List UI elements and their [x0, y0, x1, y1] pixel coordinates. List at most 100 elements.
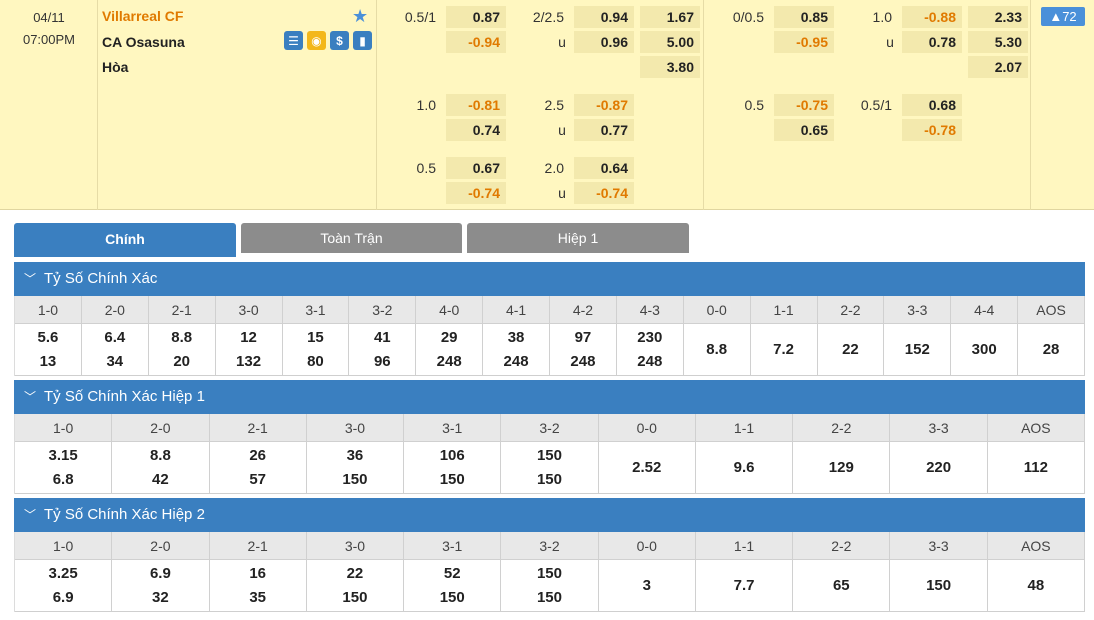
score-odd[interactable]: 65: [832, 576, 850, 594]
score-odds-cell[interactable]: 6.4 34: [81, 324, 149, 376]
score-odd-bottom[interactable]: 150: [342, 470, 368, 488]
section-header[interactable]: ﹀ Tỷ Số Chính Xác Hiệp 2: [14, 498, 1085, 532]
score-odds-cell[interactable]: 28: [1018, 324, 1085, 376]
score-odd-top[interactable]: 16: [249, 564, 267, 582]
home-team[interactable]: Villarreal CF: [102, 8, 184, 24]
score-odd[interactable]: 112: [1023, 458, 1048, 476]
score-odds-cell[interactable]: 97 248: [550, 324, 617, 376]
score-odd[interactable]: 300: [971, 340, 997, 358]
score-odd-top[interactable]: 97: [574, 328, 592, 346]
ou-under-odd[interactable]: 0.77: [574, 119, 634, 141]
section-header[interactable]: ﹀ Tỷ Số Chính Xác: [14, 262, 1085, 296]
score-odd-top[interactable]: 41: [373, 328, 391, 346]
score-odd-top[interactable]: 52: [443, 564, 461, 582]
score-odds-cell[interactable]: 2.52: [598, 442, 696, 494]
score-odd-bottom[interactable]: 248: [436, 352, 462, 370]
score-odd[interactable]: 3: [642, 576, 651, 594]
score-odd-top[interactable]: 15: [307, 328, 324, 346]
score-odd-top[interactable]: 8.8: [171, 328, 193, 346]
score-odd-bottom[interactable]: 150: [536, 588, 562, 606]
ah-away-odd[interactable]: -0.74: [446, 182, 506, 204]
favorite-star-icon[interactable]: ★: [352, 6, 369, 26]
score-odd-top[interactable]: 3.15: [48, 446, 78, 464]
analysis-icon[interactable]: ◉: [307, 31, 326, 50]
ou-over-odd[interactable]: -0.88: [902, 6, 962, 28]
score-odds-cell[interactable]: 48: [987, 560, 1085, 612]
score-odd[interactable]: 7.7: [733, 576, 755, 594]
score-odds-cell[interactable]: 15 80: [282, 324, 350, 376]
ou-over-odd[interactable]: 0.64: [574, 157, 634, 179]
score-odd-top[interactable]: 38: [507, 328, 525, 346]
score-odds-cell[interactable]: 12 132: [215, 324, 283, 376]
ou-under-odd[interactable]: -0.74: [574, 182, 634, 204]
score-odd-bottom[interactable]: 57: [249, 470, 267, 488]
score-odds-cell[interactable]: 152: [884, 324, 952, 376]
score-odd[interactable]: 129: [828, 458, 854, 476]
score-odd-top[interactable]: 8.8: [149, 446, 171, 464]
score-odd-top[interactable]: 26: [249, 446, 267, 464]
score-odds-cell[interactable]: 3.25 6.9: [15, 560, 113, 612]
score-odd-bottom[interactable]: 32: [152, 588, 169, 606]
score-odd-top[interactable]: 150: [536, 446, 562, 464]
ou-over-odd[interactable]: -0.87: [574, 94, 634, 116]
odds-icon[interactable]: $: [330, 31, 349, 50]
score-odd[interactable]: 150: [926, 576, 952, 594]
score-odds-cell[interactable]: 129: [793, 442, 891, 494]
score-odd-bottom[interactable]: 248: [503, 352, 529, 370]
score-odds-cell[interactable]: 300: [951, 324, 1019, 376]
stats-chart-icon[interactable]: ▮: [353, 31, 372, 50]
ah-home-odd[interactable]: -0.81: [446, 94, 506, 116]
score-odd-top[interactable]: 150: [536, 564, 562, 582]
1x2-away-odd[interactable]: 5.00: [640, 31, 700, 53]
ah-home-odd[interactable]: 0.87: [446, 6, 506, 28]
score-odd-bottom[interactable]: 132: [236, 352, 262, 370]
score-odd-bottom[interactable]: 6.8: [52, 470, 74, 488]
score-odds-cell[interactable]: 29 248: [416, 324, 484, 376]
ou-over-odd[interactable]: 0.68: [902, 94, 962, 116]
score-odds-cell[interactable]: 230 248: [616, 324, 684, 376]
score-odds-cell[interactable]: 106 150: [404, 442, 502, 494]
score-odd-bottom[interactable]: 96: [373, 352, 391, 370]
score-odds-cell[interactable]: 36 150: [306, 442, 405, 494]
score-odd-top[interactable]: 29: [440, 328, 458, 346]
score-odd-bottom[interactable]: 80: [307, 352, 324, 370]
score-odds-cell[interactable]: 3: [598, 560, 696, 612]
score-odd-bottom[interactable]: 6.9: [52, 588, 74, 606]
ah-away-odd[interactable]: 0.65: [774, 119, 834, 141]
score-odd-top[interactable]: 6.4: [104, 328, 126, 346]
score-odd[interactable]: 220: [926, 458, 952, 476]
score-odd-top[interactable]: 5.6: [37, 328, 59, 346]
score-odds-cell[interactable]: 8.8 42: [112, 442, 210, 494]
score-odd-top[interactable]: 12: [240, 328, 257, 346]
1x2-home-odd[interactable]: 2.33: [968, 6, 1028, 28]
tab-full-match[interactable]: Toàn Trận: [241, 223, 462, 253]
section-header[interactable]: ﹀ Tỷ Số Chính Xác Hiệp 1: [14, 380, 1085, 414]
more-markets-badge[interactable]: ▲72: [1041, 7, 1085, 26]
score-odd-bottom[interactable]: 20: [173, 352, 191, 370]
score-odd-bottom[interactable]: 150: [439, 588, 465, 606]
score-odds-cell[interactable]: 22: [817, 324, 885, 376]
score-odd[interactable]: 7.2: [773, 340, 794, 358]
ah-home-odd[interactable]: -0.75: [774, 94, 834, 116]
ah-away-odd[interactable]: -0.94: [446, 31, 506, 53]
ah-home-odd[interactable]: 0.67: [446, 157, 506, 179]
score-odd-top[interactable]: 3.25: [48, 564, 78, 582]
ou-under-odd[interactable]: 0.96: [574, 31, 634, 53]
score-odds-cell[interactable]: 8.8: [683, 324, 751, 376]
ou-under-odd[interactable]: 0.78: [902, 31, 962, 53]
1x2-away-odd[interactable]: 5.30: [968, 31, 1028, 53]
score-odds-cell[interactable]: 52 150: [404, 560, 502, 612]
ah-away-odd[interactable]: 0.74: [446, 119, 506, 141]
score-odd-top[interactable]: 230: [637, 328, 663, 346]
score-odd[interactable]: 22: [842, 340, 859, 358]
score-odds-cell[interactable]: 8.8 20: [148, 324, 216, 376]
1x2-draw-odd[interactable]: 2.07: [968, 56, 1028, 78]
score-odds-cell[interactable]: 220: [890, 442, 988, 494]
lineup-icon[interactable]: ☰: [284, 31, 303, 50]
score-odds-cell[interactable]: 65: [793, 560, 891, 612]
score-odd-top[interactable]: 36: [346, 446, 364, 464]
score-odd-bottom[interactable]: 13: [39, 352, 57, 370]
score-odd[interactable]: 8.8: [706, 340, 728, 358]
score-odds-cell[interactable]: 150: [890, 560, 988, 612]
ou-under-odd[interactable]: -0.78: [902, 119, 962, 141]
